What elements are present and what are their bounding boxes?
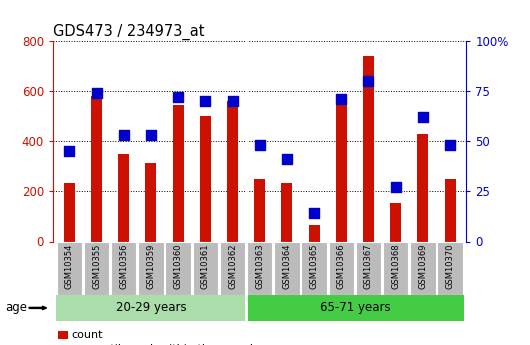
Point [92, 91, 101, 96]
Bar [64, 183, 75, 242]
Text: GSM10359: GSM10359 [146, 243, 155, 289]
Point [364, 79, 373, 84]
Bar [118, 154, 129, 242]
Point [65, 149, 74, 154]
Text: GSM10364: GSM10364 [282, 243, 292, 289]
Text: GSM10366: GSM10366 [337, 243, 346, 289]
Text: GSM10362: GSM10362 [228, 243, 237, 289]
Bar [173, 105, 183, 241]
Text: 65-71 years: 65-71 years [320, 302, 390, 314]
Text: GSM10356: GSM10356 [119, 243, 128, 289]
Bar [254, 179, 265, 242]
Text: GSM10363: GSM10363 [255, 243, 264, 289]
Point [310, 211, 319, 216]
Text: GSM10361: GSM10361 [201, 243, 210, 289]
Point [228, 99, 237, 104]
Bar [91, 96, 102, 242]
Text: GDS473 / 234973_at: GDS473 / 234973_at [53, 24, 205, 40]
Point [446, 143, 454, 148]
Point [201, 99, 209, 104]
Text: GSM10354: GSM10354 [65, 243, 74, 289]
Text: GSM10365: GSM10365 [310, 243, 319, 289]
Text: GSM10360: GSM10360 [174, 243, 183, 289]
Text: GSM10355: GSM10355 [92, 243, 101, 289]
Text: GSM10368: GSM10368 [391, 243, 400, 289]
Bar [363, 56, 374, 242]
Bar [445, 179, 455, 242]
Bar [336, 100, 347, 242]
Point [337, 97, 346, 102]
Bar [390, 203, 401, 241]
Point [174, 95, 182, 100]
Bar [308, 225, 320, 241]
Point [392, 185, 400, 190]
Bar [281, 183, 293, 242]
Text: count: count [72, 330, 103, 339]
Text: 20-29 years: 20-29 years [116, 302, 186, 314]
Bar [418, 134, 428, 242]
Point [119, 133, 128, 138]
Point [147, 133, 155, 138]
Text: age: age [5, 302, 28, 314]
Text: GSM10369: GSM10369 [418, 243, 427, 289]
Point [255, 143, 264, 148]
Point [419, 115, 427, 120]
Bar [145, 163, 156, 242]
Text: GSM10367: GSM10367 [364, 243, 373, 289]
Bar [200, 117, 211, 242]
Text: GSM10370: GSM10370 [446, 243, 455, 289]
Bar [227, 101, 238, 242]
Point [282, 157, 291, 162]
